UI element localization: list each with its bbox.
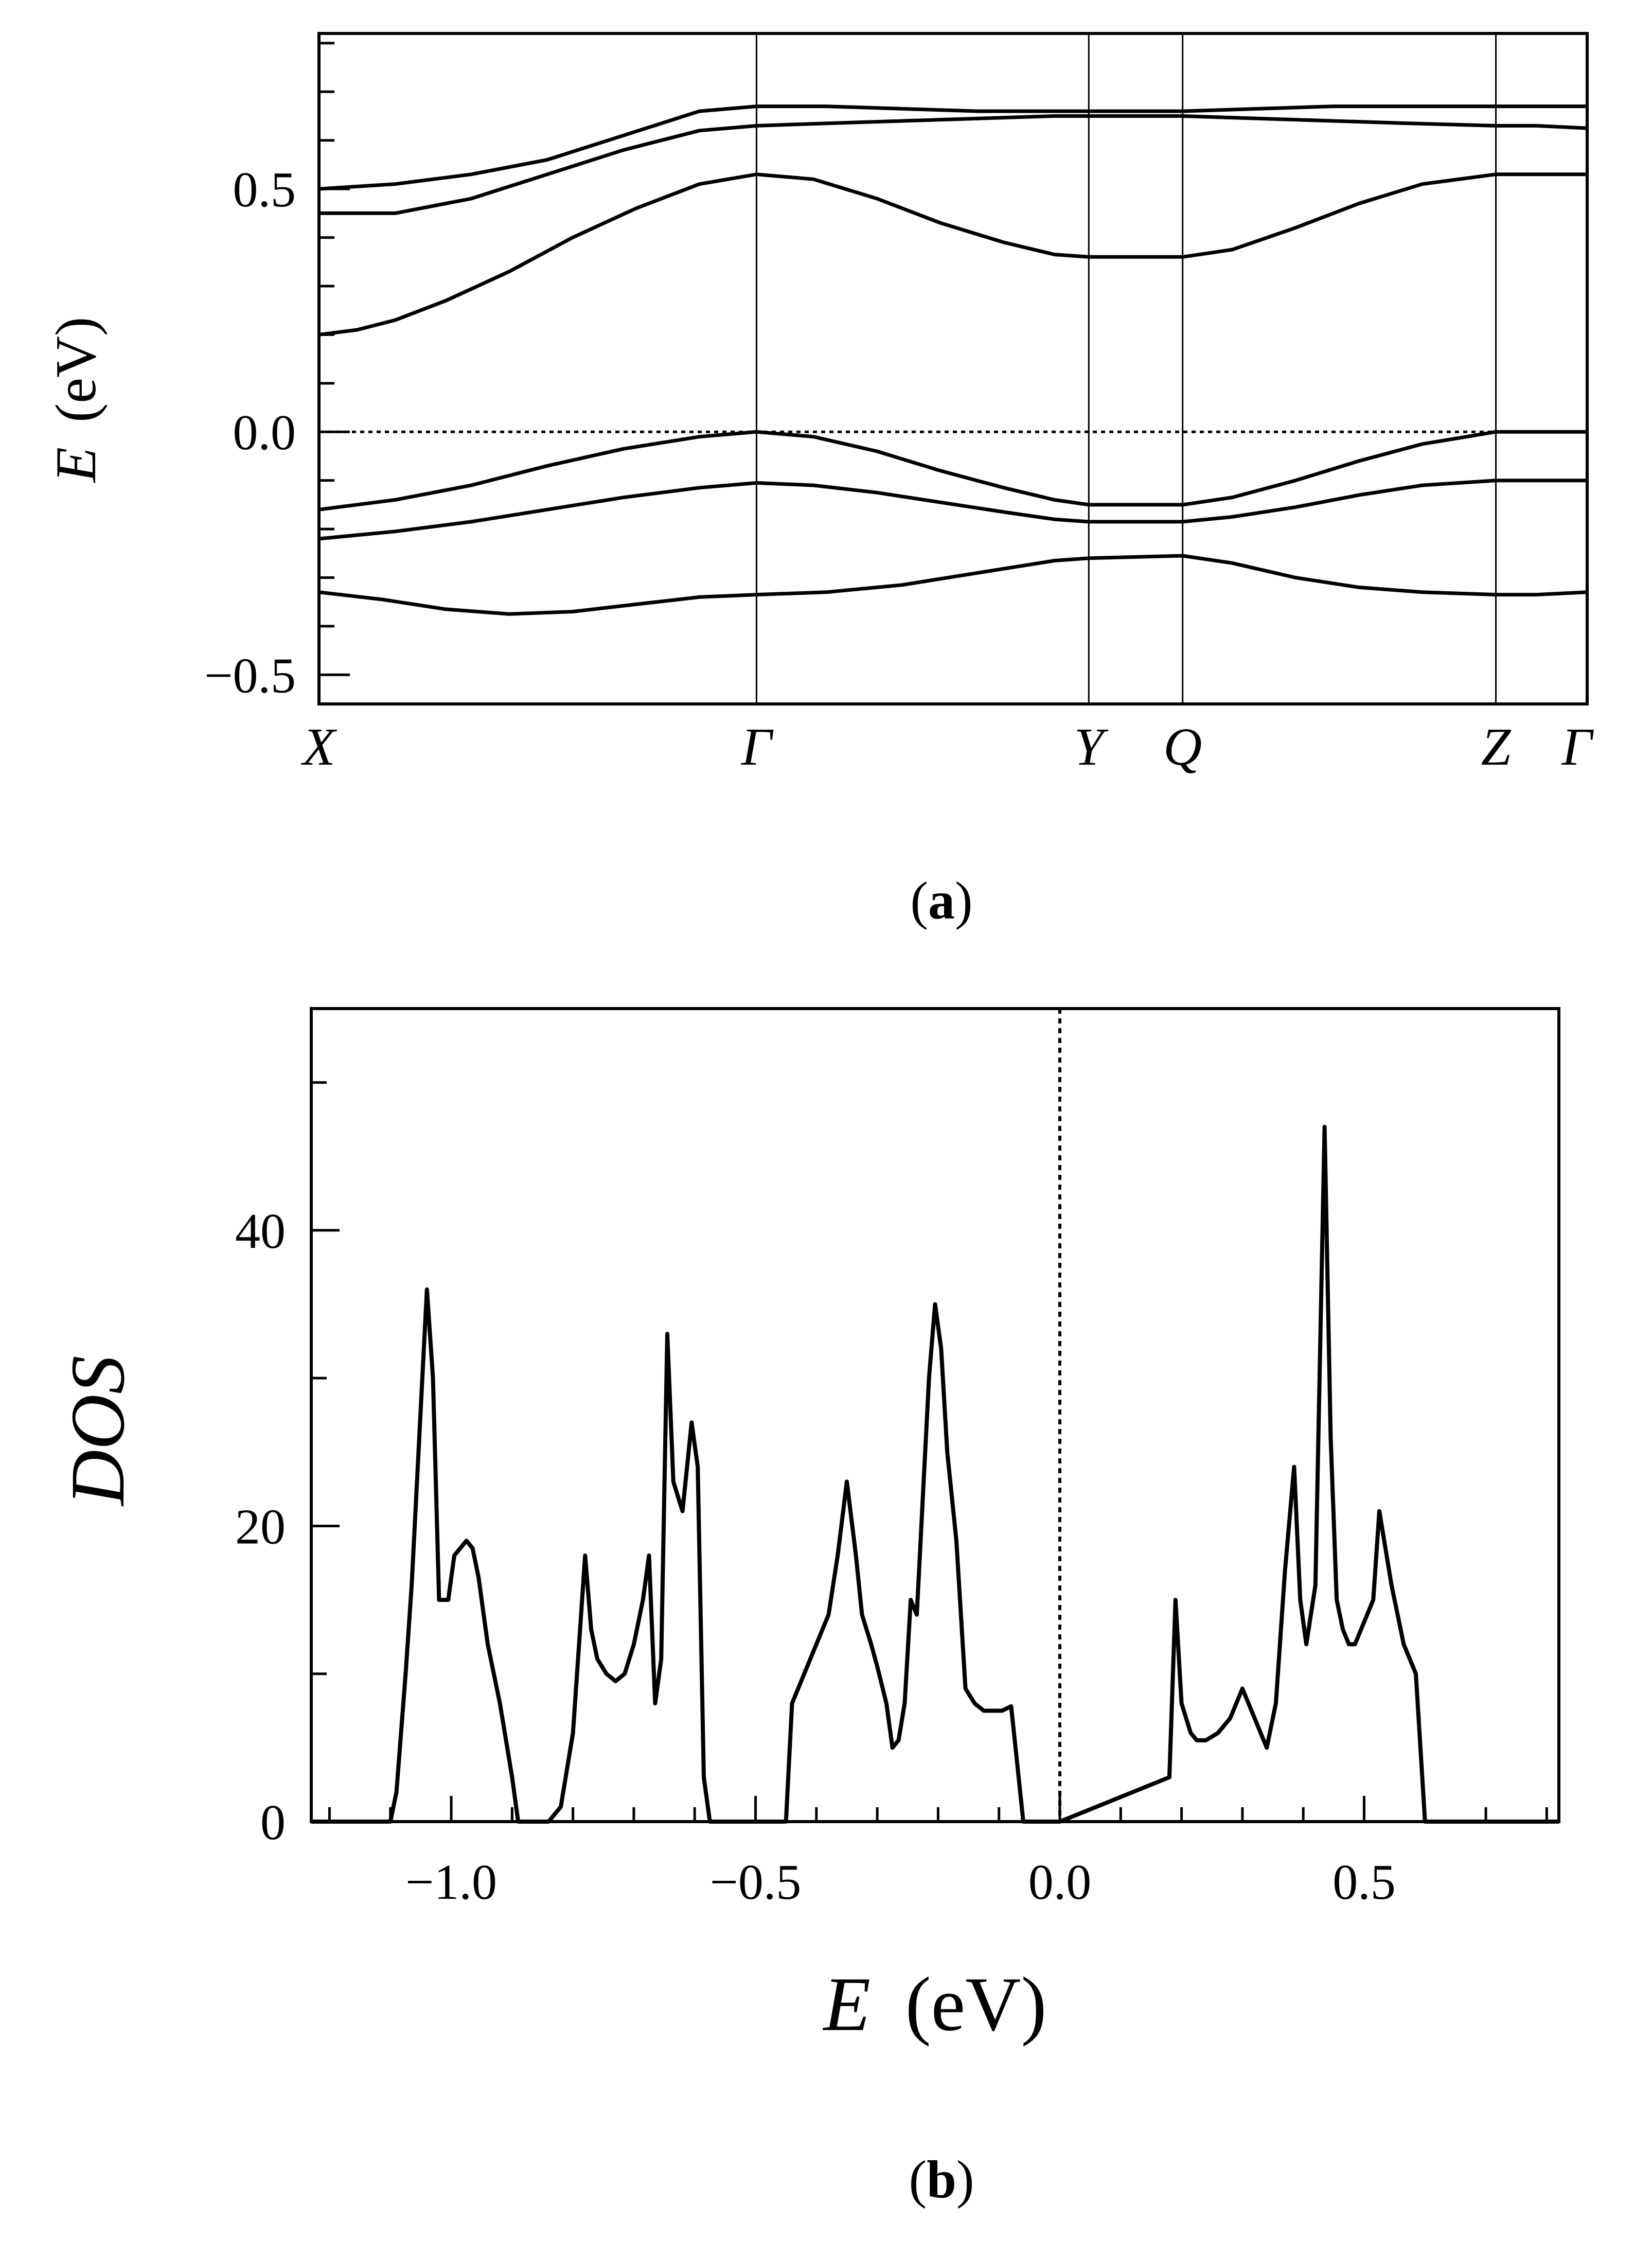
band-curves (318, 104, 1588, 616)
high-symmetry-lines (755, 33, 1497, 704)
band-1 (318, 104, 1587, 191)
dos-line (311, 1124, 1559, 1824)
band-2 (319, 114, 1588, 215)
y-tick-label: 20 (235, 1499, 286, 1555)
band-5 (318, 479, 1587, 541)
k-point-label: X (300, 717, 337, 777)
panel-a-caption: (a) (910, 871, 972, 930)
k-point-label: Γ (1561, 717, 1594, 777)
panel-b-caption: (b) (909, 2150, 974, 2209)
x-tick-label: 0.5 (1333, 1855, 1396, 1910)
dos-curve (311, 1124, 1559, 1824)
panel-a-letter: a (928, 871, 955, 930)
axis-ticks (311, 1081, 1548, 1823)
x-axis-title: E (eV) (823, 1962, 1047, 2047)
band-4 (318, 430, 1587, 511)
k-point-label: Γ (741, 717, 774, 777)
plot-frame (317, 32, 1589, 705)
x-axis-title-unit: (eV) (905, 1962, 1047, 2047)
band-6 (318, 554, 1588, 616)
y-tick-label: 40 (235, 1204, 286, 1259)
y-tick-label: 0.5 (233, 162, 296, 218)
plot-frame (310, 1007, 1560, 1823)
panel-b-letter: b (927, 2150, 956, 2209)
y-axis-title: E (eV) (44, 317, 108, 484)
x-tick-label: −1.0 (405, 1855, 497, 1910)
x-tick-label: 0.0 (1028, 1855, 1092, 1910)
y-tick-label: 0 (260, 1795, 286, 1850)
y-axis-title-symbol: E (44, 447, 108, 483)
y-axis-title-unit: (eV) (44, 317, 108, 422)
band-3 (318, 172, 1587, 337)
k-point-label: Y (1074, 717, 1109, 777)
y-axis-ticks (319, 42, 350, 676)
dos-panel: 0 20 40 −1.0 −0.5 0.0 0.5 DOS E (eV) (b) (55, 1007, 1560, 2209)
y-tick-label: 0.0 (233, 405, 296, 461)
x-tick-labels: −1.0 −0.5 0.0 0.5 (405, 1855, 1396, 1910)
k-point-label: Z (1481, 717, 1512, 777)
y-tick-label: −0.5 (204, 648, 296, 703)
y-axis-title: DOS (55, 1355, 140, 1507)
x-tick-label: −0.5 (710, 1855, 802, 1910)
y-tick-labels: 0.5 0.0 −0.5 (204, 162, 296, 703)
k-point-label: Q (1163, 717, 1202, 777)
x-axis-title-symbol: E (823, 1962, 871, 2047)
y-tick-labels: 0 20 40 (235, 1204, 286, 1850)
